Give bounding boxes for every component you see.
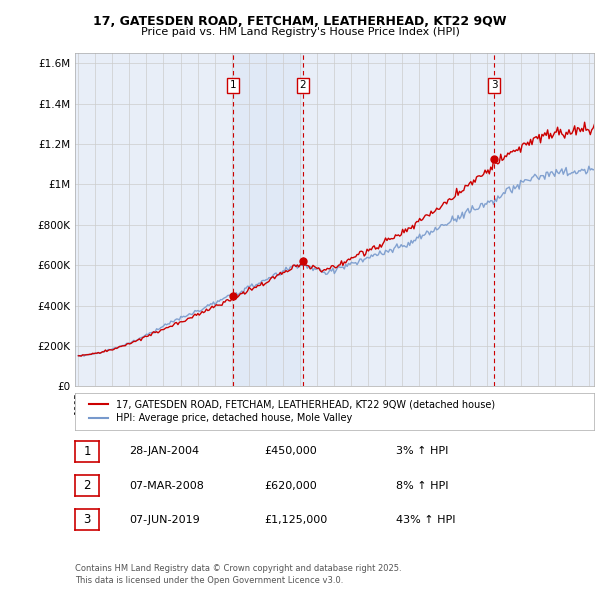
Text: 3: 3 <box>491 80 497 90</box>
Legend: 17, GATESDEN ROAD, FETCHAM, LEATHERHEAD, KT22 9QW (detached house), HPI: Average: 17, GATESDEN ROAD, FETCHAM, LEATHERHEAD,… <box>85 395 499 427</box>
Text: 2: 2 <box>299 80 306 90</box>
Text: £620,000: £620,000 <box>264 481 317 490</box>
Text: 1: 1 <box>83 445 91 458</box>
Text: Price paid vs. HM Land Registry's House Price Index (HPI): Price paid vs. HM Land Registry's House … <box>140 27 460 37</box>
Text: 3: 3 <box>83 513 91 526</box>
Text: 07-MAR-2008: 07-MAR-2008 <box>129 481 204 490</box>
Bar <box>233 53 303 386</box>
Text: 1: 1 <box>229 80 236 90</box>
Text: 3% ↑ HPI: 3% ↑ HPI <box>396 447 448 456</box>
Text: 07-JUN-2019: 07-JUN-2019 <box>129 515 200 525</box>
Text: 8% ↑ HPI: 8% ↑ HPI <box>396 481 449 490</box>
Text: 2: 2 <box>83 479 91 492</box>
Text: £1,125,000: £1,125,000 <box>264 515 327 525</box>
Text: £450,000: £450,000 <box>264 447 317 456</box>
Text: 43% ↑ HPI: 43% ↑ HPI <box>396 515 455 525</box>
Text: 28-JAN-2004: 28-JAN-2004 <box>129 447 199 456</box>
Text: 17, GATESDEN ROAD, FETCHAM, LEATHERHEAD, KT22 9QW: 17, GATESDEN ROAD, FETCHAM, LEATHERHEAD,… <box>93 15 507 28</box>
Text: Contains HM Land Registry data © Crown copyright and database right 2025.
This d: Contains HM Land Registry data © Crown c… <box>75 565 401 585</box>
